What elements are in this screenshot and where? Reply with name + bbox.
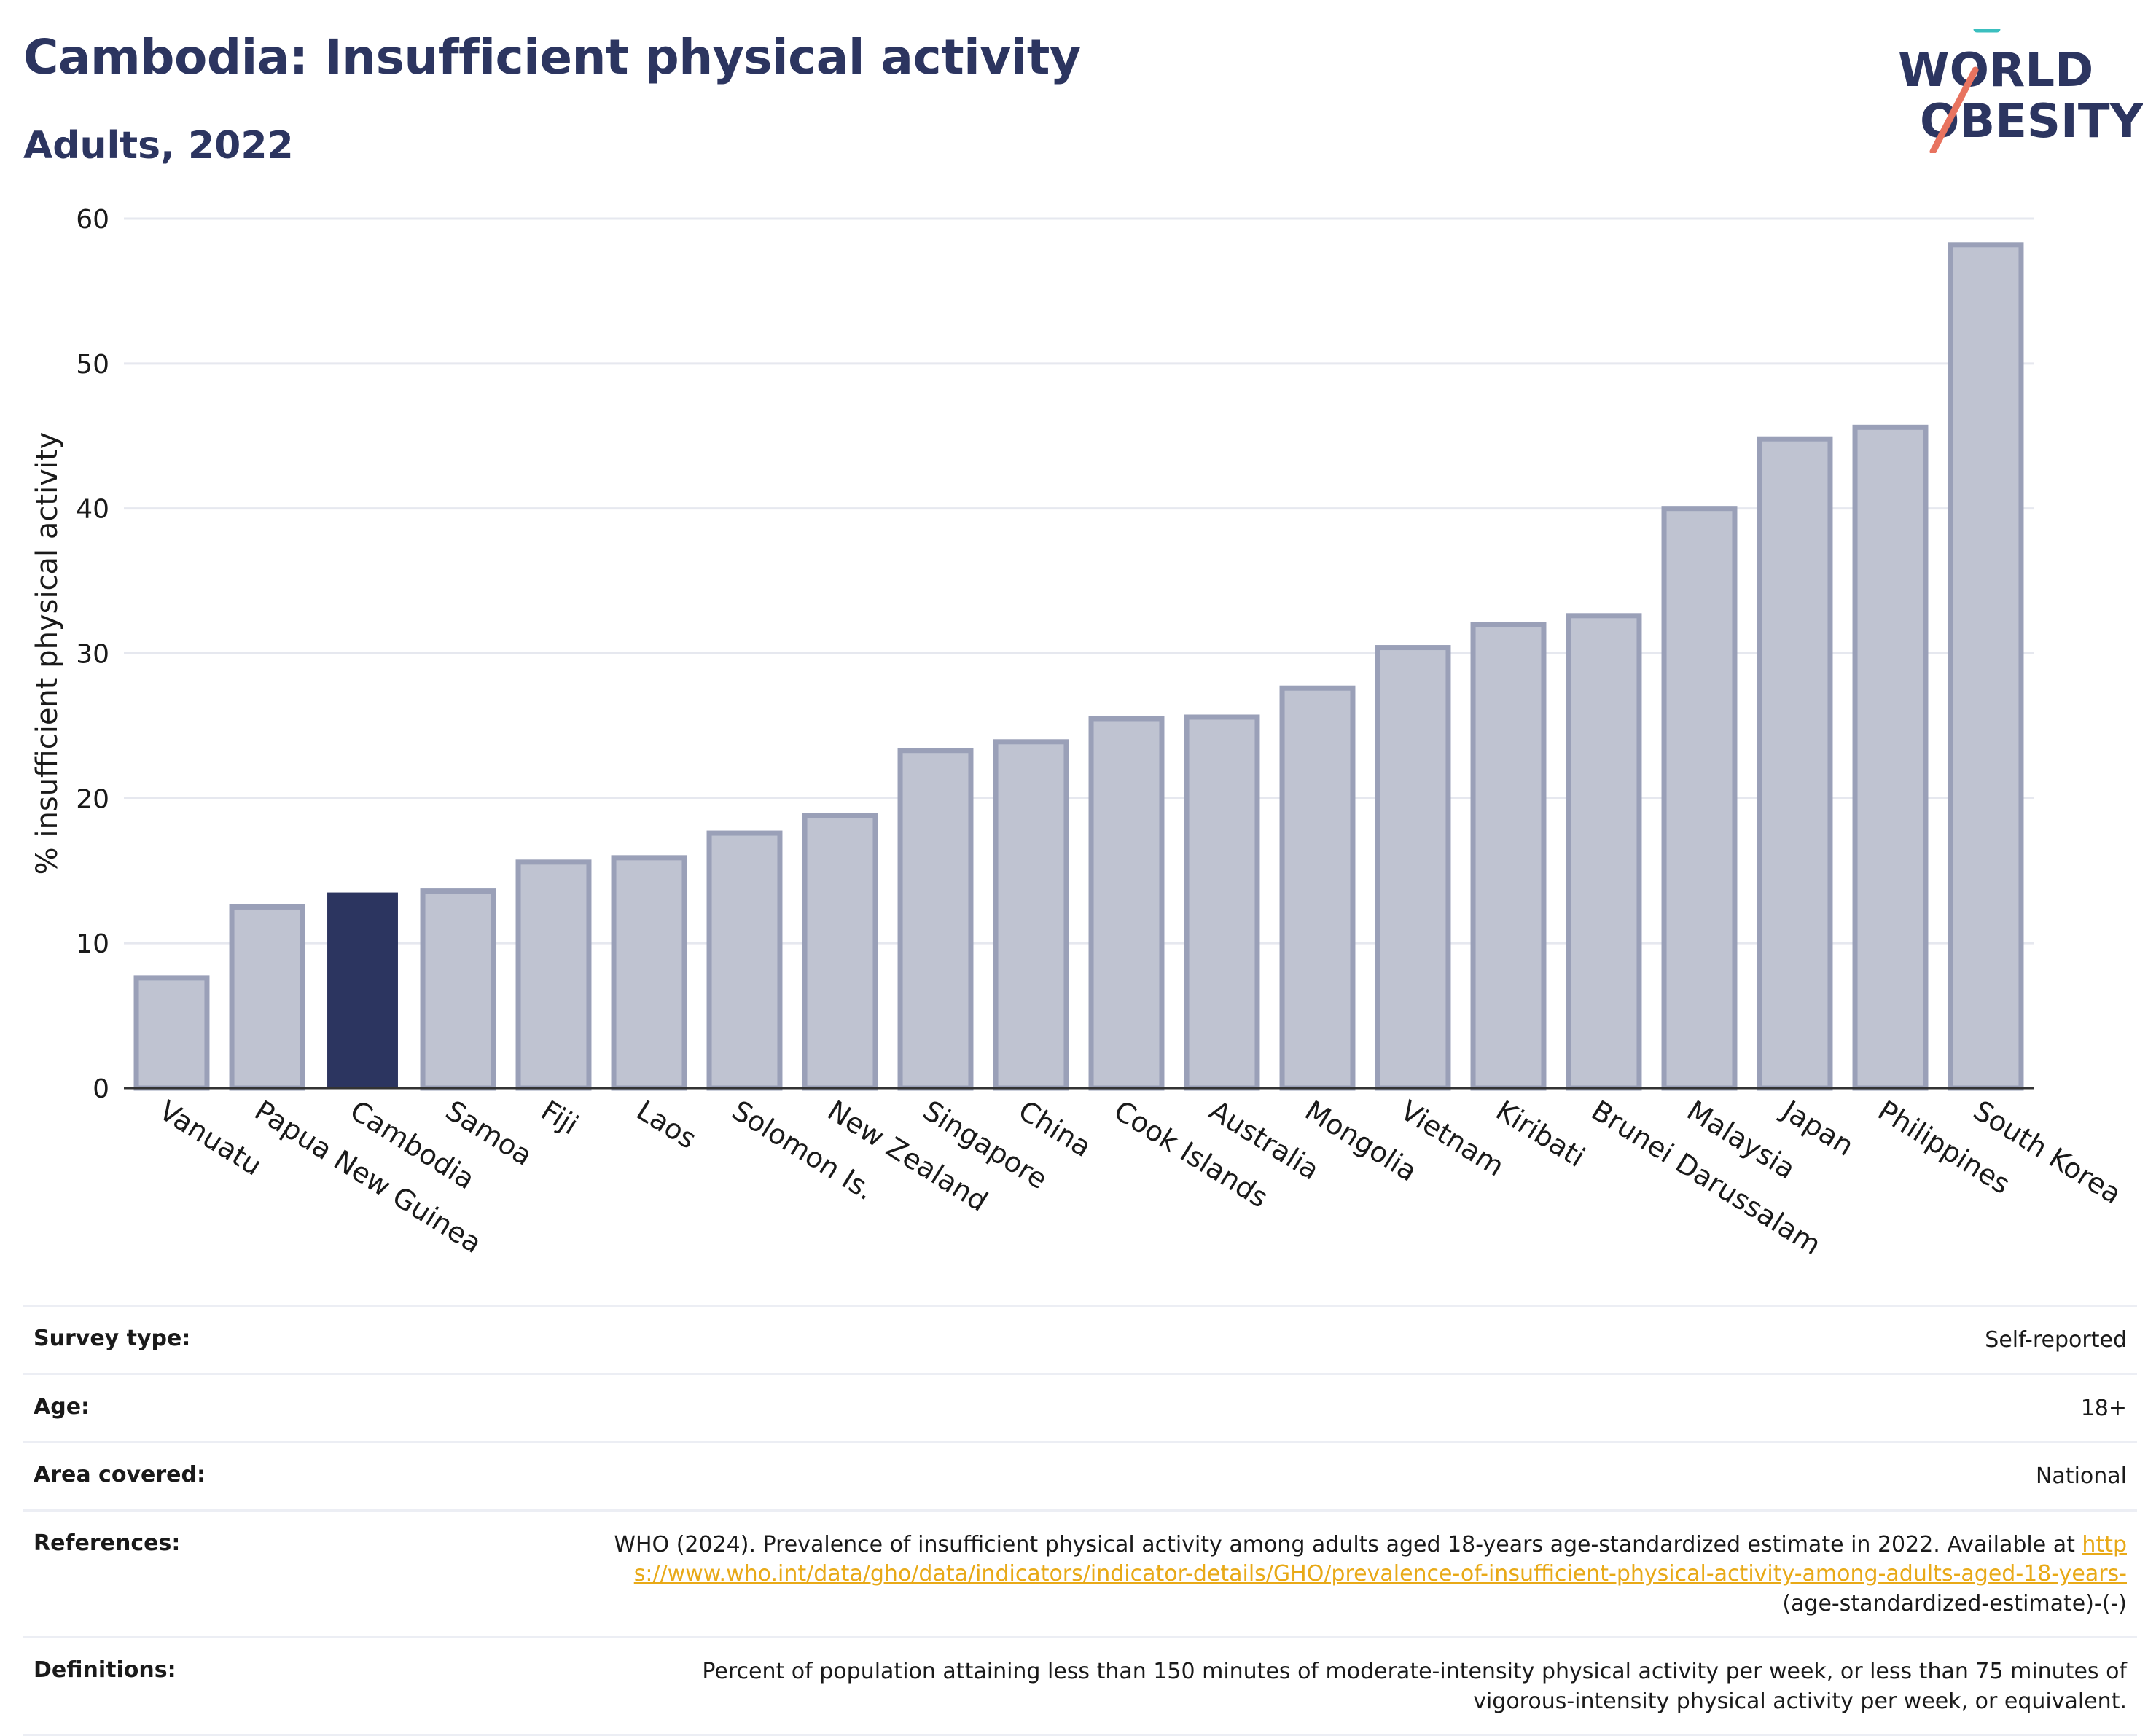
references-label: References: [34, 1530, 181, 1556]
references-value: WHO (2024). Prevalence of insufficient p… [596, 1530, 2127, 1619]
y-tick-label: 20 [76, 784, 109, 814]
y-axis-title: % insufficient physical activity [31, 432, 64, 875]
info-row-definitions: Definitions: Percent of population attai… [23, 1636, 2137, 1736]
logo-text-line2: OBESITY [1920, 95, 2143, 149]
definitions-value: Percent of population attaining less tha… [702, 1659, 2127, 1714]
references-suffix: (age-standardized-estimate)-(-) [1782, 1590, 2127, 1616]
age-label: Age: [34, 1393, 90, 1420]
bar-papua-new-guinea [229, 904, 305, 1091]
survey-type-value: Self-reported [1985, 1327, 2127, 1353]
world-obesity-logo: WORLD OBESITY [1898, 29, 2143, 153]
bar-cambodia [327, 892, 398, 1088]
survey-type-label: Survey type: [34, 1326, 191, 1351]
bar-laos [611, 855, 687, 1091]
info-row-age: Age: 18+ [23, 1372, 2137, 1442]
area-value: National [2035, 1463, 2127, 1489]
bar-south-korea [1948, 242, 2024, 1091]
y-tick-label: 50 [76, 350, 109, 380]
bar-australia [1184, 714, 1260, 1091]
y-tick-label: 60 [76, 205, 109, 235]
age-value: 18+ [2080, 1395, 2127, 1421]
bar-new-zealand [802, 813, 878, 1091]
logo-slash-coral [1929, 66, 1979, 153]
bar-cook-islands [1088, 716, 1165, 1091]
bar-solomon-is- [706, 830, 783, 1091]
bar-philippines [1852, 424, 1929, 1091]
info-row-area: Area covered: National [23, 1441, 2137, 1509]
x-tick-label: Vanuatu [154, 1094, 267, 1181]
info-table: Survey type: Self-reported Age: 18+ Area… [23, 1305, 2137, 1736]
bar-japan [1757, 436, 1833, 1091]
references-text: WHO (2024). Prevalence of insufficient p… [614, 1531, 2075, 1557]
definitions-label: Definitions: [34, 1657, 176, 1683]
y-tick-label: 10 [76, 929, 109, 959]
bar-mongolia [1279, 685, 1356, 1091]
x-tick-label: New Zealand [822, 1094, 993, 1218]
bar-fiji [515, 859, 592, 1091]
bar-brunei-darussalam [1566, 613, 1642, 1091]
bar-singapore [897, 748, 974, 1091]
area-label: Area covered: [34, 1462, 206, 1487]
y-tick-label: 40 [76, 495, 109, 525]
chart-title: Cambodia: Insufficient physical activity [23, 29, 1081, 85]
chart-subtitle: Adults, 2022 [23, 124, 294, 168]
x-tick-label: Fiji [536, 1094, 584, 1141]
info-row-survey-type: Survey type: Self-reported [23, 1305, 2137, 1373]
bar-vanuatu [133, 975, 210, 1091]
bar-malaysia [1661, 506, 1738, 1091]
info-row-references: References: WHO (2024). Prevalence of in… [23, 1509, 2137, 1637]
bar-samoa [420, 888, 496, 1091]
y-tick-label: 0 [93, 1074, 109, 1104]
bar-chart: 0 10 20 30 40 50 60 % insufficient physical act… [31, 205, 2127, 1261]
x-tick-label: Laos [631, 1094, 703, 1155]
y-tick-label: 30 [76, 640, 109, 670]
references-link[interactable]: https://www.who.int/data/gho/data/indica… [633, 1531, 2127, 1587]
logo-text-line1: WORLD [1898, 44, 2093, 98]
bar-china [993, 739, 1069, 1091]
bar-kiribati [1470, 622, 1547, 1091]
bar-vietnam [1375, 645, 1451, 1091]
